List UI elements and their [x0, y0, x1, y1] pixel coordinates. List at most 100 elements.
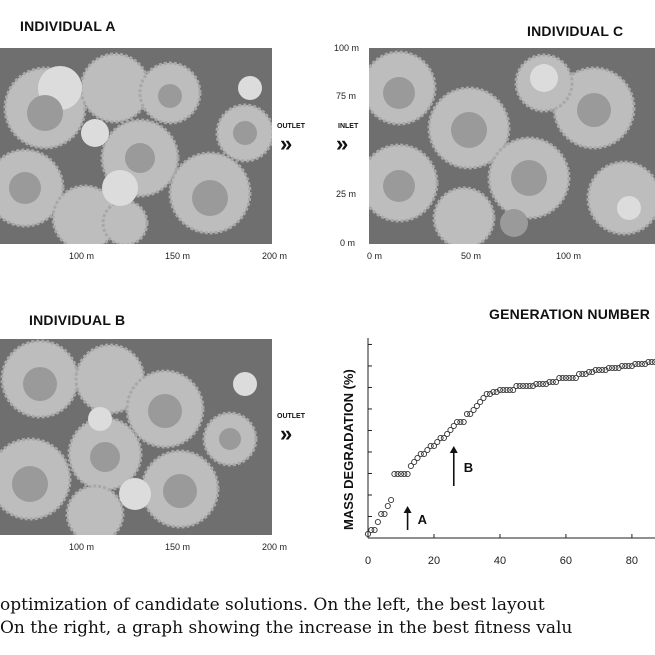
chart-point: [648, 358, 655, 366]
chart-point: [411, 458, 418, 466]
individual-c-map-image: [369, 50, 655, 244]
chart-point: [589, 368, 596, 376]
chart-x-tick-label: 20: [428, 555, 440, 567]
chart-x-tick-label: 40: [494, 555, 506, 567]
chart-point: [529, 382, 536, 390]
chart-y-axis-label: MASS DEGRADATION (%): [341, 369, 356, 530]
chart-point: [543, 380, 550, 388]
chart-point: [592, 366, 599, 374]
individual-a-xtick: 100 m: [69, 251, 95, 261]
chart-point: [519, 382, 527, 390]
chart-point: [609, 364, 616, 372]
figure-caption-line-2: On the right, a graph showing the increa…: [0, 618, 573, 638]
chart-annotation-label: B: [464, 460, 473, 475]
individual-c-layout-map: [369, 48, 655, 244]
chart-point: [440, 434, 447, 442]
individual-b-title: INDIVIDUAL B: [29, 312, 126, 328]
chart-point: [635, 360, 642, 368]
chart-point: [526, 382, 533, 390]
individual-c-xtick: 100 m: [556, 251, 582, 261]
chart-point: [444, 430, 451, 438]
individual-a-xtick: 150 m: [165, 251, 191, 261]
individual-b-layout-map: [0, 339, 272, 535]
chart-point: [513, 382, 520, 390]
chart-point: [552, 378, 560, 386]
individual-a-outlet-label: OUTLET: [277, 123, 305, 130]
chart-point: [394, 470, 401, 478]
individual-b-xtick: 200 m: [262, 542, 288, 552]
figure-caption-line-1: optimization of candidate solutions. On …: [0, 595, 545, 615]
chart-point: [645, 358, 652, 366]
chart-point: [642, 360, 649, 368]
individual-b-xtick: 100 m: [69, 542, 95, 552]
chart-point: [503, 386, 510, 394]
chart-point: [523, 382, 530, 390]
chart-point: [569, 374, 576, 382]
chart-point: [546, 378, 553, 386]
chart-point: [579, 370, 586, 378]
chart-point: [397, 470, 405, 478]
individual-c-xtick: 50 m: [461, 251, 482, 261]
chart-point: [378, 510, 385, 518]
chart-point: [447, 426, 454, 434]
chart-point: [467, 410, 474, 418]
chart-title: GENERATION NUMBER: [489, 306, 651, 322]
chart-point: [585, 368, 593, 376]
chart-point: [368, 526, 375, 534]
chart-point: [401, 470, 408, 478]
chart-point: [539, 380, 546, 388]
individual-c-xtick: 0 m: [367, 251, 383, 261]
chart-point: [417, 450, 424, 458]
chart-annotation-arrowhead: [403, 506, 412, 513]
chart-point: [576, 370, 583, 378]
outlet-arrow-icon: »: [280, 131, 292, 156]
chart-annotation-arrowhead: [449, 446, 458, 453]
chart-point: [496, 386, 504, 394]
chart-point: [374, 518, 381, 526]
chart-point: [549, 378, 556, 386]
chart-point: [595, 366, 602, 374]
chart-point: [404, 470, 411, 478]
individual-b-map-image: [0, 339, 258, 535]
chart-point: [388, 496, 395, 504]
individual-c-title: INDIVIDUAL C: [527, 23, 624, 39]
chart-point: [454, 418, 461, 426]
individual-c-ytick: 0 m: [340, 238, 356, 248]
chart-point: [434, 438, 441, 446]
chart-point: [407, 462, 414, 470]
chart-point: [516, 382, 523, 390]
chart-point: [510, 386, 517, 394]
chart-point: [562, 374, 569, 382]
chart-point: [414, 454, 421, 462]
chart-point: [364, 530, 372, 538]
chart-point: [605, 364, 612, 372]
individual-a-layout-map: [0, 48, 272, 244]
chart-point: [625, 362, 632, 370]
individual-a-map-image: [0, 52, 272, 244]
chart-point: [556, 374, 563, 382]
chart-point: [427, 442, 434, 450]
chart-point: [506, 386, 513, 394]
chart-point: [470, 406, 477, 414]
chart-point: [490, 388, 497, 396]
chart-point: [536, 380, 543, 388]
chart-point: [487, 390, 494, 398]
chart-point: [566, 374, 573, 382]
chart-x-tick-label: 60: [560, 555, 572, 567]
chart-point: [500, 386, 507, 394]
outlet-arrow-icon: »: [280, 421, 292, 446]
chart-x-tick-label: 80: [626, 555, 638, 567]
chart-point: [632, 360, 639, 368]
chart-point: [480, 394, 487, 402]
chart-point: [381, 510, 388, 518]
chart-point: [559, 374, 566, 382]
chart-point: [450, 422, 457, 430]
chart-point: [615, 364, 622, 372]
chart-point: [437, 434, 444, 442]
chart-point: [371, 526, 378, 534]
chart-point: [463, 410, 471, 418]
individual-b-outlet-label: OUTLET: [277, 413, 305, 420]
chart-point: [483, 390, 490, 398]
chart-point: [628, 362, 635, 370]
individual-c-ytick: 100 m: [334, 43, 360, 53]
